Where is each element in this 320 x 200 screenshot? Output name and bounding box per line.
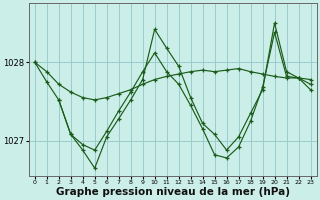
- X-axis label: Graphe pression niveau de la mer (hPa): Graphe pression niveau de la mer (hPa): [56, 187, 290, 197]
